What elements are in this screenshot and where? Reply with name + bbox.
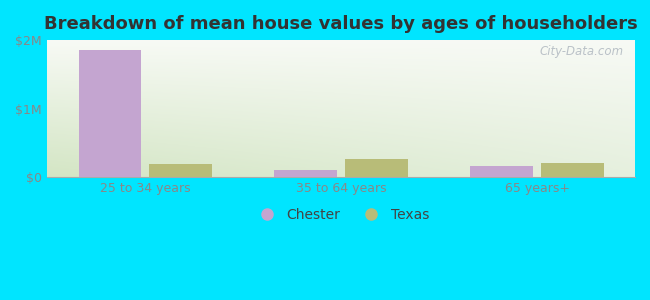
Title: Breakdown of mean house values by ages of householders: Breakdown of mean house values by ages o… [44,15,638,33]
Bar [149,164,212,177]
Bar [471,166,533,177]
Legend: Chester, Texas: Chester, Texas [248,202,434,227]
Bar [79,50,141,177]
Text: City-Data.com: City-Data.com [539,45,623,58]
Bar [541,163,604,177]
Bar [345,159,408,177]
Bar [274,170,337,177]
